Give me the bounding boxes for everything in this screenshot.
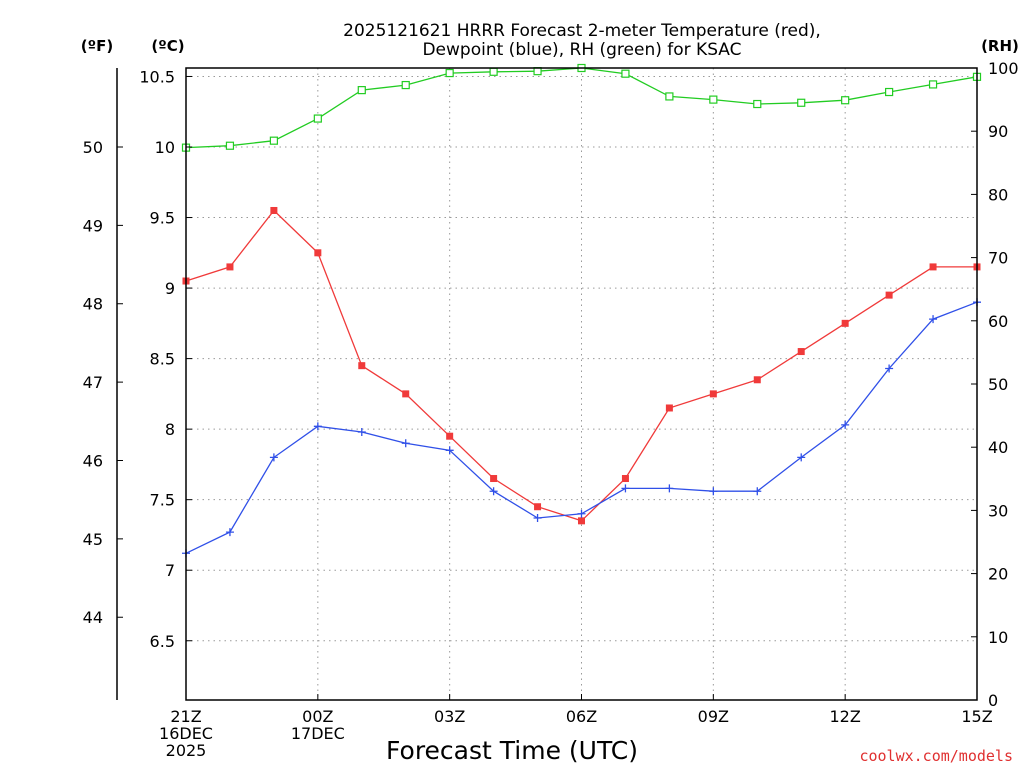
rh-tick-label: 40 (988, 438, 1008, 457)
temperature-point (270, 206, 278, 214)
dewpoint-point (841, 420, 850, 429)
site-credit: coolwx.com/models (859, 747, 1013, 765)
temperature-point (490, 475, 498, 483)
rh-tick-label: 20 (988, 565, 1008, 584)
rh-point (928, 80, 938, 89)
fahrenheit-tick-label: 49 (83, 216, 103, 235)
rh-point (489, 67, 498, 76)
temperature-point (314, 249, 322, 257)
fahrenheit-unit-label: (ºF) (81, 37, 113, 55)
celsius-unit-label: (ºC) (151, 37, 184, 55)
x-tick-label: 09Z (698, 707, 729, 726)
celsius-tick-label: 8 (165, 420, 175, 439)
rh-point (797, 98, 806, 107)
x-tick-label: 15Z (961, 707, 992, 726)
fahrenheit-tick-label: 44 (83, 608, 103, 627)
x-tick-label: 00Z (302, 707, 333, 726)
temperature-point (402, 390, 410, 398)
x-tick-label: 21Z (170, 707, 201, 726)
dewpoint-point (621, 484, 630, 493)
celsius-tick-label: 10 (155, 138, 175, 157)
rh-tick-label: 70 (988, 249, 1008, 268)
fahrenheit-tick-label: 46 (83, 451, 103, 470)
dewpoint-point (709, 487, 718, 496)
rh-tick-label: 30 (988, 501, 1008, 520)
fahrenheit-tick-label: 47 (83, 373, 103, 392)
x-axis-title: Forecast Time (UTC) (386, 736, 638, 765)
temperature-point (665, 404, 673, 412)
rh-point (445, 68, 454, 78)
fahrenheit-tick-label: 48 (83, 295, 103, 314)
rh-tick-label: 50 (988, 375, 1008, 394)
x-tick-label: 16DEC (159, 724, 213, 743)
rh-point (313, 114, 322, 123)
fahrenheit-tick-label: 45 (83, 530, 103, 549)
rh-tick-label: 90 (988, 122, 1008, 141)
x-tick-label: 03Z (434, 707, 465, 726)
celsius-tick-label: 10.5 (139, 67, 175, 86)
rh-point (225, 141, 235, 150)
temperature-point (885, 291, 893, 299)
rh-point (753, 99, 762, 109)
dewpoint-point (797, 453, 806, 462)
rh-point (357, 86, 366, 95)
temperature-point (578, 517, 585, 525)
temperature-point (446, 432, 454, 440)
celsius-tick-label: 7 (165, 561, 175, 580)
dewpoint-point (269, 453, 278, 462)
temperature-point (841, 319, 849, 327)
celsius-tick-label: 6.5 (150, 632, 175, 651)
rh-point (621, 69, 630, 78)
dewpoint-point (489, 487, 498, 496)
dewpoint-point (577, 509, 586, 518)
temperature-point (797, 348, 805, 356)
rh-tick-label: 100 (988, 59, 1019, 78)
dewpoint-point (533, 514, 542, 523)
x-tick-label: 17DEC (291, 724, 345, 743)
dewpoint-point (665, 484, 674, 493)
celsius-tick-label: 9 (165, 279, 175, 298)
temperature-point (226, 263, 234, 271)
rh-point (269, 136, 278, 145)
rh-tick-label: 60 (988, 312, 1008, 331)
rh-point (665, 92, 674, 101)
rh-tick-label: 0 (988, 691, 998, 710)
temperature-point (358, 362, 366, 370)
dewpoint-point (225, 528, 234, 537)
rh-tick-label: 10 (988, 628, 1008, 647)
celsius-tick-label: 7.5 (150, 491, 175, 510)
dewpoint-point (929, 315, 938, 324)
x-tick-label: 12Z (830, 707, 861, 726)
temperature-point (929, 263, 937, 271)
dewpoint-point (401, 439, 410, 448)
temperature-point (621, 475, 629, 483)
rh-point (841, 96, 850, 105)
chart-title-line2: Dewpoint (blue), RH (green) for KSAC (422, 40, 741, 60)
dewpoint-point (885, 364, 894, 373)
temperature-point (534, 503, 542, 511)
rh-point (885, 87, 894, 97)
chart-title-line1: 2025121621 HRRR Forecast 2-meter Tempera… (343, 21, 821, 41)
rh-unit-label: (RH) (981, 37, 1019, 55)
dewpoint-point (313, 422, 322, 431)
x-tick-label: 06Z (566, 707, 597, 726)
dewpoint-point (445, 446, 454, 455)
grid (186, 68, 977, 700)
dewpoint-point (753, 487, 762, 496)
rh-tick-label: 80 (988, 185, 1008, 204)
celsius-tick-label: 9.5 (150, 209, 175, 228)
temperature-point (709, 390, 717, 398)
temperature-point (753, 376, 761, 384)
dewpoint-point (357, 427, 366, 436)
x-tick-label: 2025 (166, 741, 207, 760)
rh-point (401, 80, 410, 90)
rh-point (709, 95, 718, 104)
fahrenheit-tick-label: 50 (83, 138, 103, 157)
celsius-tick-label: 8.5 (150, 350, 175, 369)
